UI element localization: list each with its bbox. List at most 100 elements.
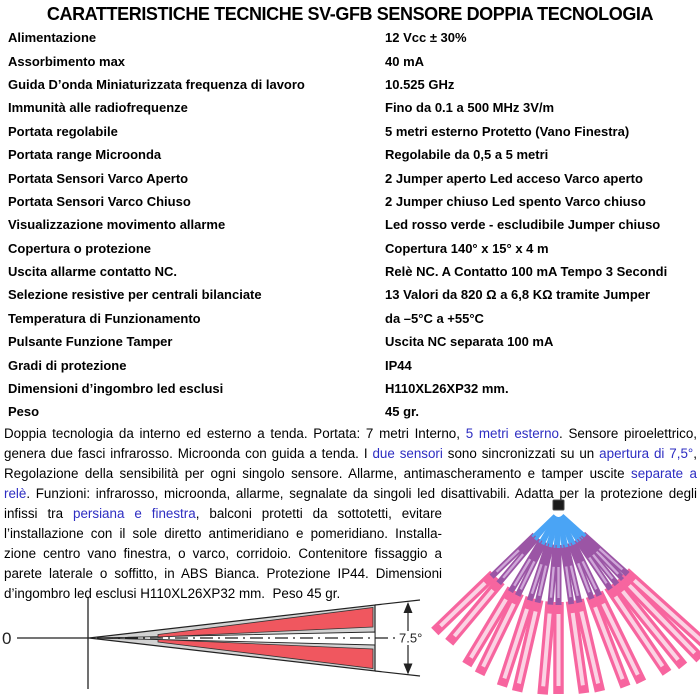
beam-mid-core bbox=[513, 558, 532, 587]
spec-label: Visualizzazione movimento allarme bbox=[8, 217, 226, 233]
description-line: genera due fasci infrarosso. Microonda c… bbox=[4, 444, 697, 464]
spec-value: 13 Valori da 820 Ω a 6,8 KΩ tramite Jump… bbox=[385, 287, 651, 303]
spec-row: Portata Sensori Varco Chiuso 2 Jumper chi… bbox=[8, 190, 696, 213]
spec-value: Relè NC. A Contatto 100 mA Tempo 3 Secon… bbox=[385, 264, 668, 280]
dimension-arrow-up-icon bbox=[403, 602, 413, 613]
beam-far-core bbox=[516, 610, 538, 684]
description-line: zione centro vano finestra, o varco, cor… bbox=[4, 544, 442, 564]
beam-mid-core bbox=[598, 547, 624, 571]
aperture-angle-label: 7.5° bbox=[399, 631, 422, 646]
description-line: relè. Funzioni: infrarosso, microonda, a… bbox=[4, 484, 697, 504]
spec-row: Pulsante Funzione Tamper Uscita NC separa… bbox=[8, 330, 696, 353]
spec-row: Temperatura di Funzionamento da –5°C a +5… bbox=[8, 307, 696, 330]
text-segment: Regolazione della sensibilità per ogni s… bbox=[4, 466, 632, 481]
text-segment: , balconi protetti da sottotetti, evitar… bbox=[195, 506, 442, 521]
description-line: d’ingombro led esclusi H110XL26XP32 mm. … bbox=[4, 584, 442, 604]
extension-line-top bbox=[374, 599, 421, 606]
beam-mid-core bbox=[577, 562, 591, 593]
description-line: l’installazione con il sole diretto anti… bbox=[4, 524, 442, 544]
beam-far-core bbox=[502, 608, 529, 680]
spec-table: Alimentazione 12 Vcc ± 30% Assorbimento ma… bbox=[8, 26, 696, 424]
spec-row: Portata regolabile 5 metri esterno Protet… bbox=[8, 120, 696, 143]
spec-value: Uscita NC separata 100 mA bbox=[385, 334, 554, 350]
highlighted-phrase: persiana e finestra bbox=[73, 506, 196, 521]
beam-mid-core bbox=[538, 565, 548, 597]
spec-label: Temperatura di Funzionamento bbox=[8, 310, 201, 326]
spec-row: Guida D’onda Miniaturizzata frequenza di… bbox=[8, 73, 696, 96]
spec-label: Immunità alle radiofrequenze bbox=[8, 100, 188, 116]
spec-label: Copertura o protezione bbox=[8, 240, 152, 256]
spec-label: Peso bbox=[8, 404, 40, 420]
text-segment: l’installazione con il sole diretto anti… bbox=[4, 526, 442, 541]
beam-mid-core bbox=[592, 553, 614, 580]
beam-mid-core bbox=[549, 566, 555, 598]
upper-ir-beam bbox=[157, 607, 374, 638]
spec-row: Peso 45 gr. bbox=[8, 400, 696, 423]
beam-far-core bbox=[439, 581, 487, 628]
beam-far-core bbox=[593, 606, 625, 680]
spec-row: Portata Sensori Varco Aperto 2 Jumper ape… bbox=[8, 166, 696, 189]
beam-mid-core bbox=[530, 563, 543, 595]
text-segment: . Sensore piroelettrico, bbox=[559, 426, 697, 441]
beam-mid-core bbox=[502, 553, 525, 579]
description-line: Doppia tecnologia da interno ed esterno … bbox=[4, 424, 697, 444]
spec-value: 5 metri esterno Protetto (Vano Finestra) bbox=[385, 123, 630, 139]
beam-far-core bbox=[601, 602, 640, 676]
spec-row: Alimentazione 12 Vcc ± 30% bbox=[8, 26, 696, 49]
spec-value: Regolabile da 0,5 a 5 metri bbox=[385, 147, 549, 163]
spec-value: Fino da 0.1 a 500 MHz 3V/m bbox=[385, 100, 555, 116]
beam-far-core bbox=[481, 602, 516, 668]
dimension-arrow-down-icon bbox=[403, 663, 413, 675]
beam-near-segment bbox=[560, 513, 587, 538]
spec-value: 45 gr. bbox=[385, 404, 419, 420]
text-segment: parete laterale o soffitto, in ABS Bianc… bbox=[4, 566, 442, 581]
beam-far-core bbox=[632, 578, 700, 643]
text-segment: sono sincronizzati su un bbox=[442, 446, 600, 461]
beam-far-core bbox=[621, 590, 680, 661]
spec-label: Assorbimento max bbox=[8, 53, 126, 69]
spec-value: 2 Jumper aperto Led acceso Varco aperto bbox=[385, 170, 643, 186]
spec-row: Selezione resistive per centrali bilanci… bbox=[8, 283, 696, 306]
spec-value: Led rosso verde - escludibile Jumper chi… bbox=[385, 217, 661, 233]
spec-value: H110XL26XP32 mm. bbox=[385, 381, 509, 397]
spec-value: 2 Jumper chiuso Led spento Varco chiuso bbox=[385, 193, 646, 209]
highlighted-phrase: relè bbox=[4, 486, 27, 501]
beam-mid-core bbox=[588, 556, 608, 584]
origin-label: 0 bbox=[2, 629, 11, 648]
spec-row: Dimensioni d’ingombro led esclusi H110XL2… bbox=[8, 377, 696, 400]
beam-far-core bbox=[627, 584, 697, 655]
beam-far-core bbox=[469, 598, 508, 659]
beam-mid-core bbox=[569, 565, 579, 597]
text-segment: d’ingombro led esclusi H110XL26XP32 mm. … bbox=[4, 586, 341, 601]
beam-mid-core bbox=[565, 566, 572, 598]
beam-mid-core bbox=[519, 560, 536, 590]
spec-label: Selezione resistive per centrali bilanci… bbox=[8, 287, 262, 303]
extension-line-bottom bbox=[374, 670, 421, 677]
spec-row: Assorbimento max 40 mA bbox=[8, 49, 696, 72]
beam-mid-core bbox=[595, 550, 620, 575]
beam-far-core bbox=[570, 612, 585, 686]
beam-far-core bbox=[541, 613, 552, 687]
spec-label: Uscita allarme contatto NC. bbox=[8, 264, 178, 280]
text-segment: . Funzioni: infrarosso, microonda, allar… bbox=[26, 486, 697, 501]
beam-mid-core bbox=[495, 549, 520, 573]
spec-value: 12 Vcc ± 30% bbox=[385, 30, 467, 46]
text-segment: infissi tra bbox=[4, 506, 74, 521]
spec-row: Gradi di protezione IP44 bbox=[8, 353, 696, 376]
description-line: parete laterale o soffitto, in ABS Bianc… bbox=[4, 564, 442, 584]
spec-value: 40 mA bbox=[385, 53, 425, 69]
spec-row: Immunità alle radiofrequenze Fino da 0.1 … bbox=[8, 96, 696, 119]
highlighted-phrase: 5 metri esterno bbox=[465, 426, 560, 441]
text-segment: Doppia tecnologia da interno ed esterno … bbox=[4, 426, 466, 441]
spec-value: IP44 bbox=[385, 357, 412, 373]
spec-row: Uscita allarme contatto NC. Relè NC. A Co… bbox=[8, 260, 696, 283]
spec-label: Portata regolabile bbox=[8, 123, 118, 139]
beam-far-core bbox=[579, 610, 601, 684]
fan-beams bbox=[431, 513, 700, 695]
spec-label: Alimentazione bbox=[8, 30, 97, 46]
side-view-beam-diagram: 0 7.5° bbox=[2, 598, 422, 689]
spec-row: Copertura o protezione Copertura 140° x 1… bbox=[8, 237, 696, 260]
spec-label: Portata Sensori Varco Aperto bbox=[8, 170, 189, 186]
beam-far-core bbox=[452, 588, 495, 638]
